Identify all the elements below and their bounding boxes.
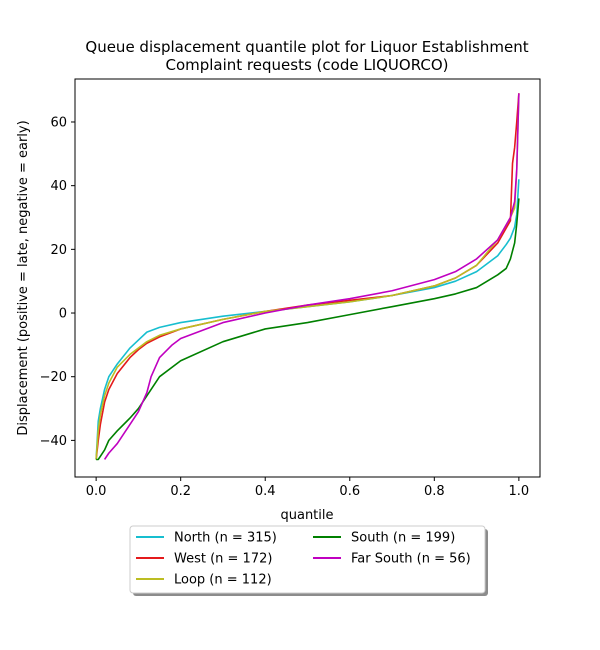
legend-box — [129, 525, 486, 594]
y-axis-ticks: −40 −20 0 20 40 60 — [40, 115, 75, 449]
y-tick-label: −20 — [40, 370, 67, 385]
legend-label: South (n = 199) — [351, 531, 455, 546]
series-line-0 — [95, 179, 520, 460]
plot-frame — [74, 78, 541, 478]
x-tick-label: 1.0 — [509, 484, 530, 499]
series-line-4 — [103, 93, 520, 460]
x-tick-label: 0.6 — [339, 484, 360, 499]
x-tick-label: 0.2 — [170, 484, 191, 499]
series-layer — [95, 93, 520, 461]
x-axis-ticks: 0.0 0.2 0.4 0.6 0.8 1.0 — [86, 477, 529, 499]
y-tick-label: 0 — [59, 307, 67, 322]
legend-entries: North (n = 315) West (n = 172) Loop (n = 1… — [136, 531, 471, 588]
chart-title-line2: Complaint requests (code LIQUORCO) — [165, 56, 448, 74]
series-line-1 — [95, 93, 520, 460]
legend-label: Loop (n = 112) — [174, 573, 272, 588]
x-tick-label: 0.0 — [86, 484, 107, 499]
y-axis-label: Displacement (positive = late, negative … — [16, 120, 31, 435]
legend: North (n = 315) West (n = 172) Loop (n = 1… — [129, 525, 488, 596]
x-axis-label: quantile — [280, 508, 333, 523]
series-line-2 — [95, 93, 520, 460]
y-tick-label: 20 — [50, 243, 67, 258]
legend-label: North (n = 315) — [174, 531, 277, 546]
x-tick-label: 0.4 — [255, 484, 276, 499]
y-tick-label: 40 — [50, 179, 67, 194]
legend-label: West (n = 172) — [174, 552, 272, 567]
series-line-3 — [96, 198, 520, 461]
chart-title-line1: Queue displacement quantile plot for Liq… — [85, 38, 528, 56]
y-tick-label: −40 — [40, 434, 67, 449]
legend-label: Far South (n = 56) — [351, 552, 471, 567]
y-tick-label: 60 — [50, 115, 67, 130]
x-tick-label: 0.8 — [424, 484, 445, 499]
